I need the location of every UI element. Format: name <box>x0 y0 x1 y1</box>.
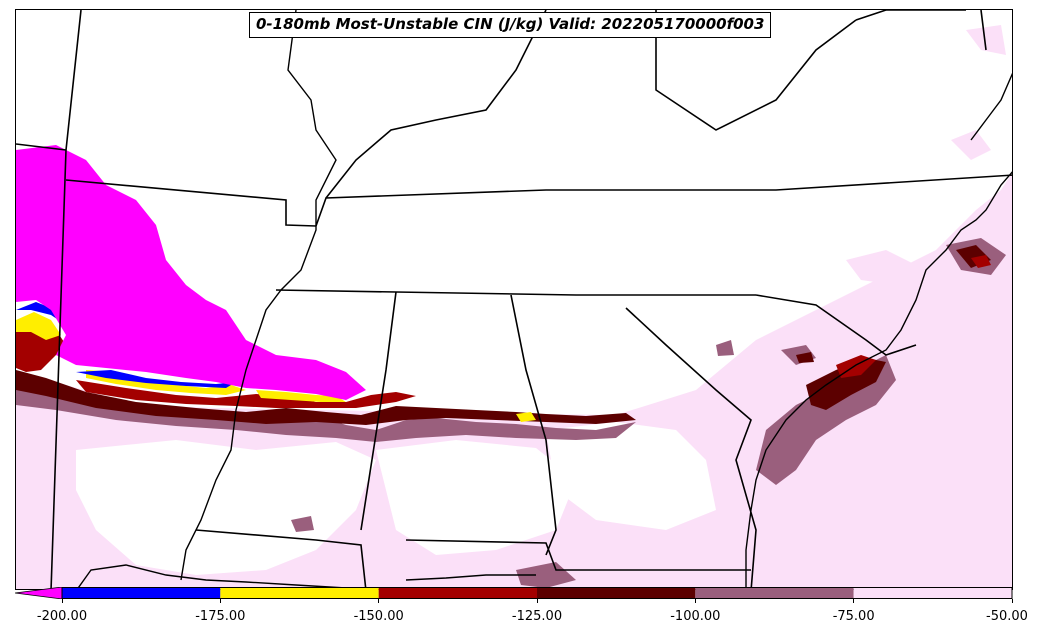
colorbar <box>15 587 1013 599</box>
map-title: 0-180mb Most-Unstable CIN (J/kg) Valid: … <box>249 12 772 38</box>
state-boundaries <box>16 10 1012 589</box>
colorbar-bin-3 <box>537 587 696 599</box>
colorbar-tick-label: -200.00 <box>36 609 88 624</box>
colorbar-extend-low <box>15 587 63 599</box>
colorbar-bin-4 <box>695 587 854 599</box>
colorbar-bin-5 <box>853 587 1012 599</box>
colorbar-tickmark <box>1011 599 1013 603</box>
cin-map <box>16 10 1012 589</box>
colorbar-bin-1 <box>220 587 379 599</box>
mississippi-river <box>180 10 337 581</box>
colorbar-tickmark <box>536 599 538 603</box>
colorbar-tickmark <box>378 599 380 603</box>
colorbar-tick-label: -75.00 <box>832 609 875 624</box>
colorbar-tick-label: -125.00 <box>511 609 563 624</box>
colorbar-tick-label: -100.00 <box>670 609 721 624</box>
map-panel <box>15 9 1013 590</box>
colorbar-tickmark <box>694 599 696 603</box>
colorbar-tick-label: -150.00 <box>353 609 404 624</box>
colorbar-tick-label: -175.00 <box>195 609 246 624</box>
colorbar-bin-0 <box>62 587 221 599</box>
colorbar-tick-label: -50.00 <box>986 609 1028 624</box>
colorbar-bin-2 <box>378 587 537 599</box>
colorbar-tickmark <box>61 599 63 603</box>
colorbar-tickmark <box>853 599 855 603</box>
colorbar-outline <box>61 587 1013 599</box>
colorbar-tickmark <box>219 599 221 603</box>
coastline <box>76 72 1012 589</box>
cin-field-magenta <box>16 145 366 400</box>
cin-field-gaps <box>76 422 716 575</box>
